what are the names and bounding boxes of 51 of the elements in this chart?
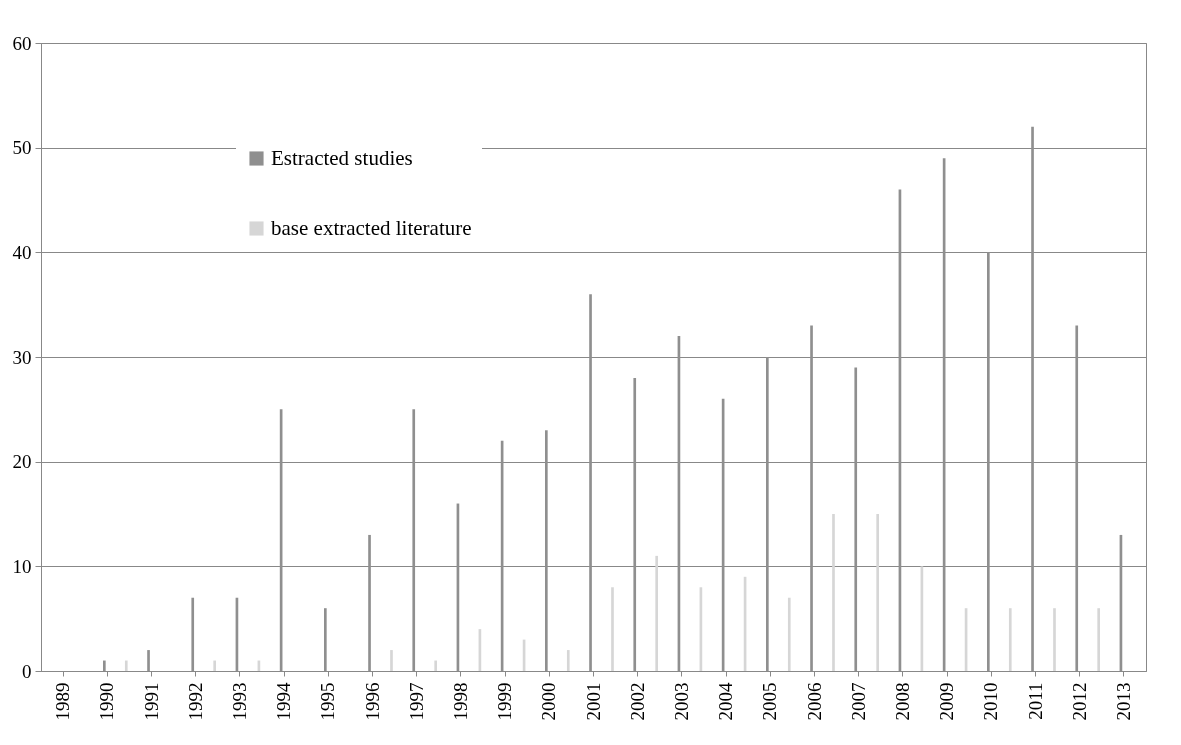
bar — [566, 650, 570, 671]
x-tick-label: 2009 — [936, 682, 958, 721]
bar — [876, 514, 880, 671]
bar — [390, 650, 393, 671]
x-tick-label: 2004 — [715, 682, 737, 721]
x-tick-label: 1992 — [184, 682, 206, 721]
x-tick-label: 2005 — [759, 682, 781, 721]
x-tick-label: 1991 — [140, 682, 162, 721]
x-tick-label: 2008 — [891, 682, 913, 721]
x-tick-label: 1993 — [228, 682, 250, 721]
x-tick-label: 1999 — [494, 682, 516, 721]
x-tick-label: 1997 — [405, 682, 427, 721]
x-tick-label: 2011 — [1024, 682, 1046, 720]
x-tick-label: 1990 — [96, 682, 118, 721]
x-tick-label: 2010 — [980, 682, 1002, 721]
y-tick-label: 40 — [12, 241, 32, 263]
y-tick-label: 60 — [12, 32, 32, 54]
y-tick-label: 50 — [12, 137, 32, 159]
bar — [434, 660, 438, 671]
x-tick-label: 2001 — [582, 682, 604, 721]
bar — [324, 608, 327, 671]
y-tick-label: 20 — [12, 451, 32, 473]
bar — [213, 660, 217, 671]
x-tick-label: 1996 — [361, 682, 383, 721]
bar — [1053, 608, 1056, 671]
x-tick-label: 2012 — [1068, 682, 1090, 721]
y-tick-label: 0 — [22, 660, 32, 682]
bar — [124, 660, 128, 671]
bar — [611, 587, 614, 671]
x-tick-label: 1989 — [52, 682, 74, 721]
bar — [787, 597, 791, 671]
x-tick-label: 2000 — [538, 682, 560, 721]
x-tick-label: 2006 — [803, 682, 825, 721]
bar — [655, 555, 659, 671]
bar — [103, 660, 106, 671]
bar — [1008, 608, 1012, 671]
bar — [832, 514, 835, 671]
x-tick-label: 1998 — [449, 682, 471, 721]
x-tick-label: 2007 — [847, 682, 869, 721]
x-tick-label: 1995 — [317, 682, 339, 721]
legend-label: Estracted studies — [271, 145, 413, 170]
legend-label: base extracted literature — [271, 215, 472, 240]
x-tick-label: 2002 — [626, 682, 648, 721]
x-tick-label: 2003 — [670, 682, 692, 721]
x-tick-label: 1994 — [273, 682, 295, 721]
y-tick-label: 30 — [12, 346, 32, 368]
bar — [147, 650, 150, 671]
x-tick-label: 2013 — [1112, 682, 1134, 721]
bar — [1097, 608, 1101, 671]
y-tick-label: 10 — [12, 555, 32, 577]
bar — [191, 597, 195, 671]
